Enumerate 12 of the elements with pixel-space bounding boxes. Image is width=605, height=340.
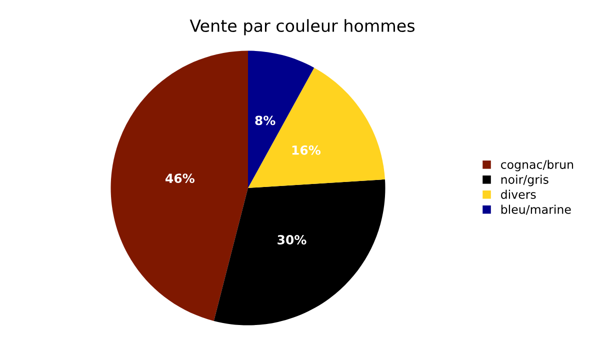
legend-label: divers (500, 190, 536, 199)
legend-label: cognac/brun (500, 160, 574, 172)
pie-slice (214, 179, 386, 326)
data-label: 46% (166, 174, 194, 184)
legend-label: bleu/marine (501, 204, 571, 215)
pie-slice (110, 50, 248, 321)
data-label: 16% (292, 145, 321, 155)
legend-label: noir/gris (501, 174, 548, 186)
data-label: 30% (278, 235, 306, 245)
data-label: 8% (255, 116, 276, 126)
pie-slice (248, 68, 385, 188)
chart-title: Vente par couleur hommes (190, 19, 415, 36)
